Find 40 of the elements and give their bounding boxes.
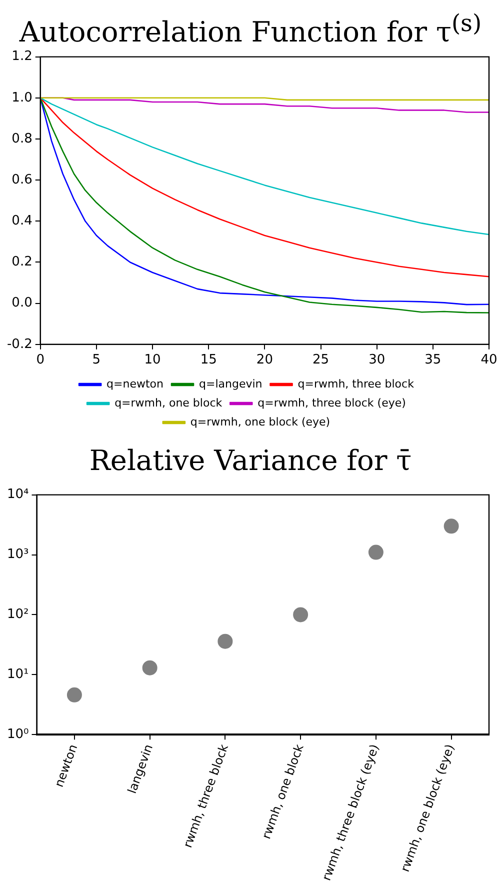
- legend-label: q=rwmh, one block (eye): [190, 415, 330, 428]
- x-tick-label: 30: [368, 352, 386, 368]
- legend-label: q=langevin: [199, 377, 262, 390]
- x-tick-label: 35: [424, 352, 442, 368]
- y-tick-label: 10⁴: [6, 487, 29, 502]
- y-tick-label: 0.8: [12, 131, 32, 146]
- y-tick-label: 1.0: [12, 90, 32, 106]
- point: [368, 544, 384, 560]
- x-tick-label: rwmh, one block: [259, 742, 306, 841]
- x-tick-label: 0: [36, 352, 45, 368]
- point: [142, 660, 158, 676]
- y-tick-label: 0.6: [12, 172, 32, 188]
- point: [444, 518, 459, 534]
- x-tick-label: 10: [144, 352, 161, 368]
- x-tick-label: rwmh, one block (eye): [398, 742, 458, 874]
- point: [66, 687, 82, 702]
- y-tick-label: 10³: [6, 547, 29, 562]
- legend-label: q=rwmh, three block (eye): [258, 396, 406, 410]
- y-tick-label: 0.2: [12, 254, 32, 270]
- x-tick-label: 25: [312, 352, 330, 368]
- y-tick-label: 0.0: [12, 296, 32, 311]
- legend-label: q=rwmh, one block: [114, 396, 223, 410]
- legend-label: q=rwmh, three block: [298, 377, 415, 390]
- x-tick-label: 15: [200, 352, 217, 368]
- y-tick-label: -0.2: [6, 336, 32, 352]
- point: [293, 607, 308, 622]
- point: [218, 634, 233, 649]
- x-tick-label: 5: [92, 352, 101, 368]
- y-tick-label: 10¹: [6, 667, 29, 682]
- y-tick-label: 0.4: [12, 214, 32, 229]
- y-tick-label: 1.2: [12, 49, 32, 64]
- chart-title: Relative Variance for τ̄: [88, 443, 413, 479]
- chart-title: Autocorrelation Function for τ$^{(s)}$: [18, 8, 483, 48]
- y-tick-label: 10⁰: [6, 727, 29, 742]
- x-tick-label: rwmh, three block: [180, 742, 231, 850]
- x-tick-label: 20: [256, 352, 273, 368]
- x-tick-label: rwmh, three block (eye): [319, 742, 382, 882]
- x-tick-label: 40: [480, 352, 498, 368]
- y-tick-label: 10²: [6, 607, 29, 622]
- legend-label: q=newton: [106, 377, 164, 390]
